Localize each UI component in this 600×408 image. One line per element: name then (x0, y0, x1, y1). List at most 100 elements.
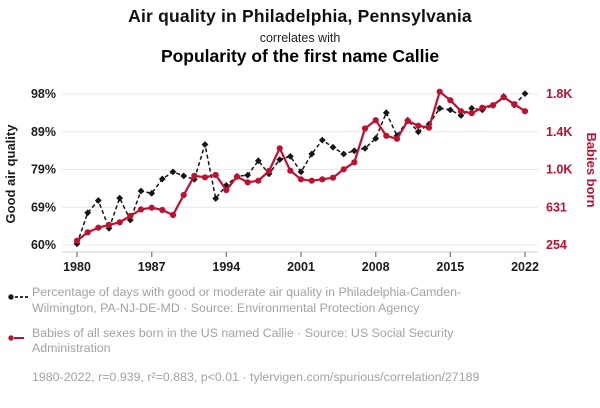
data-point-diamond (276, 156, 284, 163)
data-point-diamond (254, 157, 262, 165)
data-point-diamond (521, 90, 529, 97)
data-point-diamond (340, 150, 348, 158)
data-point-circle (383, 132, 390, 139)
x-axis-tick-label: 2001 (287, 260, 315, 274)
data-point-diamond (372, 135, 380, 142)
data-point-circle (361, 125, 369, 132)
x-axis-tick-label: 2008 (362, 260, 390, 274)
data-point-circle (180, 191, 187, 199)
data-point-diamond (361, 145, 369, 152)
chart-connector: correlates with (259, 31, 341, 45)
data-point-circle (255, 177, 262, 184)
data-point-circle (287, 167, 294, 174)
data-point-circle (159, 206, 166, 214)
data-point-circle (468, 110, 475, 117)
y-axis-tick-label-right: 1.8K (546, 87, 572, 101)
data-point-diamond (457, 112, 465, 119)
data-point-diamond (318, 136, 326, 144)
data-point-circle (457, 108, 465, 115)
y-axis-tick-label-right: 631 (546, 200, 567, 214)
y-axis-title-left: Good air quality (3, 124, 18, 224)
data-point-diamond (414, 128, 422, 136)
data-point-diamond (105, 224, 113, 232)
data-point-circle (319, 176, 326, 183)
data-point-circle (340, 166, 347, 173)
dual-axis-line-chart: 98% 89% 79% 69% 60% 1.8K 1.4K 1.0K 631 254 1980 198… (3, 87, 599, 274)
y-axis-tick-label-left: 98% (31, 87, 56, 101)
data-point-circle (404, 117, 411, 124)
data-point-circle (436, 88, 443, 95)
data-point-diamond (180, 172, 188, 180)
y-axis-tick-label-right: 254 (546, 238, 567, 252)
data-point-circle (500, 94, 507, 101)
data-point-diamond (382, 109, 390, 117)
data-point-diamond (446, 106, 454, 114)
legend-item-label: Percentage of days with good or moderate… (32, 285, 462, 315)
data-point-circle (127, 212, 134, 219)
solid-line-dot-icon (8, 326, 32, 358)
y-axis-tick-label-left: 79% (31, 163, 56, 177)
data-point-circle (201, 174, 209, 181)
legend-item-air-quality: Percentage of days with good or moderate… (8, 285, 513, 317)
data-point-circle (169, 211, 177, 219)
data-point-circle (73, 237, 81, 244)
data-point-diamond (84, 209, 92, 217)
y-axis-tick-label-right: 1.4K (546, 125, 572, 139)
data-point-circle (212, 171, 219, 179)
dashed-line-dot-icon (8, 285, 32, 317)
chart-title: Air quality in Philadelphia, Pennsylvani… (128, 6, 472, 26)
data-point-circle (329, 174, 337, 181)
data-point-circle (276, 145, 283, 152)
x-axis-tick-label: 1987 (138, 260, 166, 274)
data-point-circle (425, 124, 433, 131)
data-point-circle (137, 206, 145, 213)
y-axis-tick-label-right: 1.0K (546, 163, 572, 177)
data-point-diamond (350, 147, 358, 155)
data-point-circle (351, 159, 358, 166)
data-point-circle (105, 221, 113, 228)
data-point-diamond (94, 197, 102, 204)
data-point-diamond (308, 150, 316, 158)
data-point-diamond (190, 176, 198, 183)
chart-subtitle: Popularity of the first name Callie (160, 46, 440, 66)
data-point-diamond (201, 141, 209, 148)
data-point-diamond (158, 175, 166, 183)
data-point-diamond (116, 194, 124, 202)
data-point-circle (297, 176, 305, 183)
data-point-diamond (329, 143, 337, 151)
y-axis-tick-label-left: 69% (31, 201, 56, 215)
data-point-diamond (244, 171, 252, 179)
data-point-diamond (297, 168, 305, 176)
legend-item-label: Babies of all sexes born in the US named… (32, 325, 454, 356)
data-point-circle (265, 167, 273, 175)
data-point-circle (148, 204, 155, 211)
data-point-circle (447, 97, 454, 104)
data-point-circle (308, 177, 315, 184)
data-point-circle (415, 122, 422, 129)
stats-footnote: 1980-2022, r=0.939, r²=0.883, p<0.01 · t… (32, 370, 480, 384)
x-axis-tick-label: 2022 (511, 260, 539, 274)
data-point-diamond (169, 168, 177, 176)
data-point-circle (233, 173, 241, 180)
data-point-circle (223, 186, 230, 194)
data-point-circle (84, 229, 91, 236)
legend-item-callie: Babies of all sexes born in the US named… (8, 326, 513, 358)
data-point-circle (95, 224, 102, 231)
data-point-diamond (222, 182, 230, 189)
data-point-diamond (212, 195, 220, 202)
data-point-circle (191, 172, 198, 179)
data-point-circle (521, 108, 529, 115)
x-axis-tick-label: 1994 (212, 260, 240, 274)
data-point-diamond (286, 153, 294, 160)
data-point-circle (489, 102, 497, 109)
series-line-right (76, 90, 526, 242)
data-point-circle (479, 104, 486, 111)
x-axis-tick-label: 2015 (436, 260, 464, 274)
data-point-circle (244, 179, 251, 186)
data-point-diamond (137, 187, 145, 195)
y-axis-tick-label-left: 60% (31, 238, 56, 252)
data-point-circle (511, 101, 518, 108)
y-axis-tick-label-left: 89% (31, 125, 56, 139)
data-point-diamond (148, 189, 156, 197)
